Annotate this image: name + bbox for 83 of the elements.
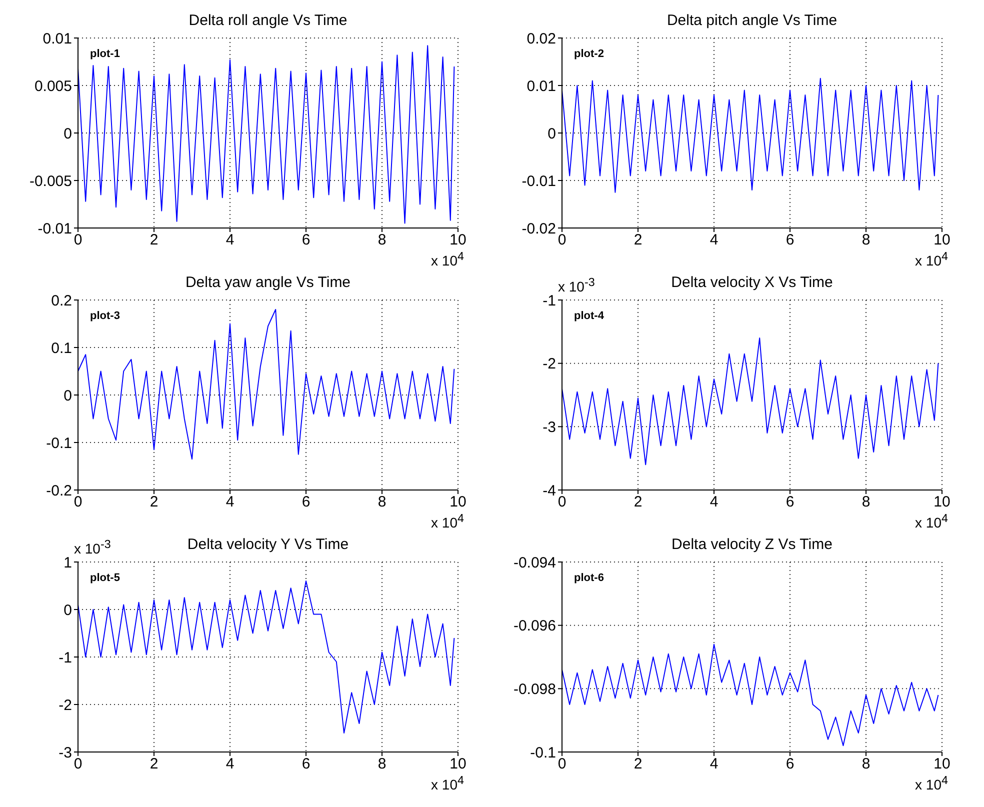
line-series bbox=[78, 309, 455, 460]
line-series bbox=[78, 45, 455, 224]
x-tick-label: 10 bbox=[934, 756, 950, 773]
text: x 10$^{-3}$ bbox=[558, 276, 595, 295]
annotation: plot-3 bbox=[90, 310, 120, 322]
x-tick-label: 2 bbox=[634, 756, 642, 773]
y-tick-label: 0 bbox=[64, 125, 72, 142]
y-tick-label: 0.01 bbox=[526, 78, 556, 95]
y-tick-label: -3 bbox=[58, 744, 72, 762]
y-tick-label: -0.096 bbox=[513, 618, 556, 635]
annotation: plot-6 bbox=[574, 572, 604, 584]
text: x 10$^{-3}$ bbox=[74, 538, 111, 557]
y-tick-label: -2 bbox=[542, 356, 556, 373]
x-tick-label: 4 bbox=[710, 494, 718, 511]
text: x 10$^{4}$ bbox=[431, 512, 464, 531]
y-tick-label: 0 bbox=[64, 387, 72, 404]
y-tick-label: -0.01 bbox=[38, 220, 72, 238]
y-tick-label: -1 bbox=[542, 292, 556, 310]
y-tick-label: -3 bbox=[542, 418, 556, 436]
x-tick-label: 6 bbox=[302, 232, 310, 249]
text: x 10$^{4}$ bbox=[915, 774, 948, 793]
x-tick-label: 4 bbox=[226, 232, 234, 249]
x-tick-label: 2 bbox=[634, 494, 642, 511]
line-series bbox=[562, 78, 939, 193]
x-tick-label: 10 bbox=[450, 232, 466, 249]
x-tick-label: 4 bbox=[226, 756, 234, 773]
x-tick-label: 6 bbox=[302, 756, 310, 773]
x-tick-label: 8 bbox=[378, 494, 386, 511]
y-tick-label: 0.005 bbox=[34, 78, 72, 95]
line-series bbox=[562, 338, 939, 466]
y-tick-label: -0.005 bbox=[29, 172, 72, 190]
chart-title: Delta velocity X Vs Time bbox=[671, 274, 833, 291]
x-tick-label: 4 bbox=[710, 756, 718, 773]
x-tick-label: 4 bbox=[226, 494, 234, 511]
chart-title: Delta roll angle Vs Time bbox=[188, 12, 348, 29]
y-tick-label: -0.1 bbox=[530, 744, 556, 762]
y-tick-label: 0.1 bbox=[51, 340, 72, 357]
text: x 10$^{4}$ bbox=[431, 250, 464, 269]
x-tick-label: 2 bbox=[150, 494, 158, 511]
x-tick-label: 2 bbox=[150, 756, 158, 773]
y-tick-label: -1 bbox=[58, 649, 72, 666]
y-tick-label: 0 bbox=[548, 125, 556, 142]
y-tick-label: 0.2 bbox=[51, 292, 72, 310]
annotation: plot-1 bbox=[90, 48, 120, 60]
y-tick-label: 0.01 bbox=[42, 30, 72, 48]
y-tick-label: -4 bbox=[542, 482, 556, 500]
x-tick-label: 2 bbox=[634, 232, 642, 249]
y-tick-label: 1 bbox=[64, 554, 72, 572]
annotation: plot-4 bbox=[574, 310, 604, 322]
annotation: plot-5 bbox=[90, 572, 120, 584]
chart-title: Delta velocity Y Vs Time bbox=[187, 536, 349, 553]
y-tick-label: -0.1 bbox=[46, 434, 72, 452]
line-series bbox=[562, 644, 939, 746]
x-tick-label: 8 bbox=[862, 756, 870, 773]
x-tick-label: 6 bbox=[786, 232, 794, 249]
y-tick-label: -0.01 bbox=[522, 172, 556, 190]
y-tick-label: 0 bbox=[64, 602, 72, 619]
chart-title: Delta velocity Z Vs Time bbox=[670, 536, 834, 553]
x-tick-label: 10 bbox=[450, 756, 466, 773]
y-tick-label: -0.2 bbox=[46, 482, 72, 500]
x-tick-label: 8 bbox=[862, 232, 870, 249]
x-tick-label: 4 bbox=[710, 232, 718, 249]
chart-title: Delta yaw angle Vs Time bbox=[184, 274, 352, 291]
y-tick-label: -0.098 bbox=[513, 680, 556, 698]
x-tick-label: 6 bbox=[786, 494, 794, 511]
x-tick-label: 10 bbox=[934, 232, 950, 249]
text: x 10$^{4}$ bbox=[915, 250, 948, 269]
x-tick-label: 8 bbox=[862, 494, 870, 511]
x-tick-label: 8 bbox=[378, 756, 386, 773]
text: x 10$^{4}$ bbox=[915, 512, 948, 531]
x-tick-label: 10 bbox=[934, 494, 950, 511]
annotation: plot-2 bbox=[574, 48, 604, 60]
y-tick-label: -0.02 bbox=[522, 220, 556, 238]
chart-title: Delta pitch angle Vs Time bbox=[666, 12, 838, 29]
y-tick-label: -0.094 bbox=[513, 554, 556, 572]
y-tick-label: -2 bbox=[58, 696, 72, 714]
y-tick-label: 0.02 bbox=[526, 30, 556, 48]
x-tick-label: 10 bbox=[450, 494, 466, 511]
x-tick-label: 6 bbox=[302, 494, 310, 511]
x-tick-label: 6 bbox=[786, 756, 794, 773]
x-tick-label: 2 bbox=[150, 232, 158, 249]
text: x 10$^{4}$ bbox=[431, 774, 464, 793]
x-tick-label: 8 bbox=[378, 232, 386, 249]
